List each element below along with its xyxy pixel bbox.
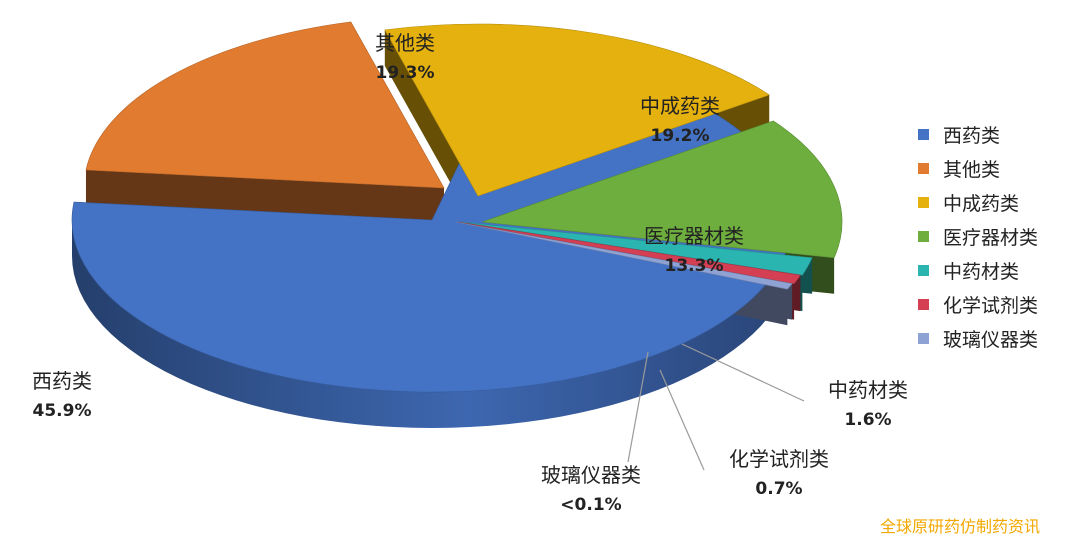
slice-name-label: 中药材类	[828, 378, 908, 402]
slice-name-label: 玻璃仪器类	[541, 463, 641, 487]
legend-item: 其他类	[918, 151, 1038, 185]
slice-value-label: <0.1%	[560, 495, 621, 515]
legend-item: 医疗器材类	[918, 219, 1038, 253]
pie-slice	[457, 221, 801, 284]
slice-value-label: 19.2%	[651, 126, 710, 146]
slice-name-label: 其他类	[375, 31, 435, 55]
legend-item: 西药类	[918, 117, 1038, 151]
leader-line	[681, 343, 805, 402]
slice-name-label: 西药类	[32, 369, 92, 393]
legend-label: 中药材类	[943, 260, 1020, 283]
legend-swatch	[918, 298, 929, 310]
watermark-text: 全球原研药仿制药资讯	[880, 517, 1041, 536]
legend-swatch	[918, 162, 929, 174]
legend-label: 玻璃仪器类	[943, 328, 1039, 351]
legend-label: 医疗器材类	[943, 226, 1039, 249]
pie-slice	[455, 221, 793, 290]
legend-swatch	[918, 128, 929, 140]
pie-labels: 西药类 45.9% 其他类 19.3% 中成药类 19.2% 医疗器材类 13.3% 中药材类 1…	[32, 31, 908, 515]
slice-value-label: 0.7%	[755, 479, 802, 499]
chart-legend: 西药类其他类中成药类医疗器材类中药材类化学试剂类玻璃仪器类	[918, 117, 1038, 355]
leader-line	[627, 351, 649, 463]
slice-value-label: 45.9%	[33, 401, 92, 421]
legend-label: 其他类	[943, 158, 1001, 181]
legend-item: 玻璃仪器类	[918, 321, 1038, 355]
pie-tops	[71, 21, 843, 393]
slice-value-label: 13.3%	[665, 256, 724, 276]
slice-name-label: 化学试剂类	[729, 447, 829, 471]
legend-item: 中药材类	[918, 253, 1038, 287]
pie-slice	[459, 221, 813, 276]
pie-slice	[384, 23, 770, 197]
legend-label: 中成药类	[943, 192, 1020, 215]
slice-name-label: 医疗器材类	[644, 224, 744, 248]
pie-slice	[85, 21, 445, 189]
legend-swatch	[918, 264, 929, 276]
slice-value-label: 1.6%	[844, 410, 891, 430]
pie-slice	[481, 120, 843, 259]
legend-swatch	[918, 332, 929, 344]
legend-label: 化学试剂类	[943, 294, 1039, 317]
slice-name-label: 中成药类	[640, 94, 720, 118]
slice-value-label: 19.3%	[376, 63, 435, 83]
legend-item: 中成药类	[918, 185, 1038, 219]
legend-swatch	[918, 230, 929, 242]
legend-item: 化学试剂类	[918, 287, 1038, 321]
pie-slice-wall	[72, 220, 792, 428]
leader-line	[659, 369, 705, 471]
legend-swatch	[918, 196, 929, 208]
legend-label: 西药类	[943, 124, 1001, 147]
